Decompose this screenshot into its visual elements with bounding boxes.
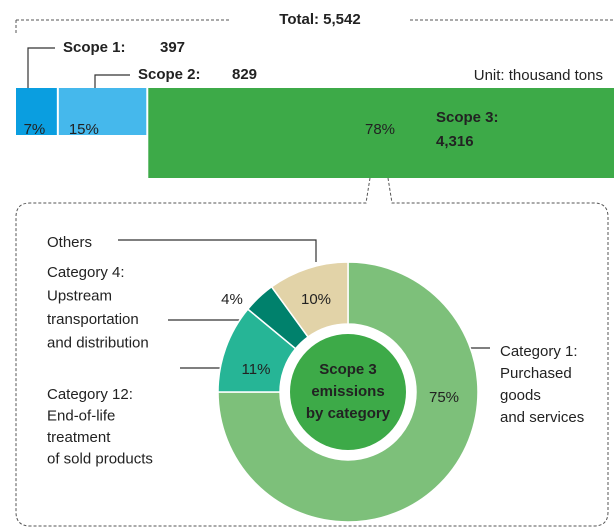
series-value: 829 [232,66,257,83]
category-label: Category 1: [500,343,578,360]
donut-slice [217,261,479,523]
bar-segment [58,88,147,135]
category-label: treatment [47,429,111,446]
bar-segment [16,88,57,135]
category-label: End-of-life [47,407,115,424]
category-label: of sold products [47,450,153,467]
center-label: emissions [311,383,384,400]
category-label: Category 12: [47,386,133,403]
series-name: Scope 2: [138,66,201,83]
frame [15,19,614,35]
series-value: 4,316 [436,133,474,150]
value-label: 4% [221,291,243,308]
value-label: 11% [242,361,271,378]
category-label: goods [500,387,541,404]
center-label: Scope 3 [319,361,377,378]
series-name: Scope 1: [63,39,126,56]
center-label: by category [306,405,391,422]
category-label: Purchased [500,365,572,382]
series-value: 397 [160,39,185,56]
bar-segment [148,88,614,178]
share-label: 15% [69,121,99,138]
value-label: 75% [429,389,459,406]
category-label: Upstream [47,287,112,304]
share-label: 78% [365,121,395,138]
series-name: Scope 3: [436,109,499,126]
category-label: transportation [47,311,139,328]
center-disc [290,334,406,450]
category-label: Category 4: [47,264,125,281]
share-label: 7% [24,121,46,138]
frame [15,177,609,527]
leader [118,239,317,262]
category-label: Others [47,234,92,251]
total: Total: 5,542 [279,11,360,28]
unit: Unit: thousand tons [474,67,603,84]
donut-slice [270,261,349,339]
category-label: and distribution [47,334,149,351]
value-label: 10% [301,291,331,308]
category-label: and services [500,409,584,426]
leader [27,47,55,100]
